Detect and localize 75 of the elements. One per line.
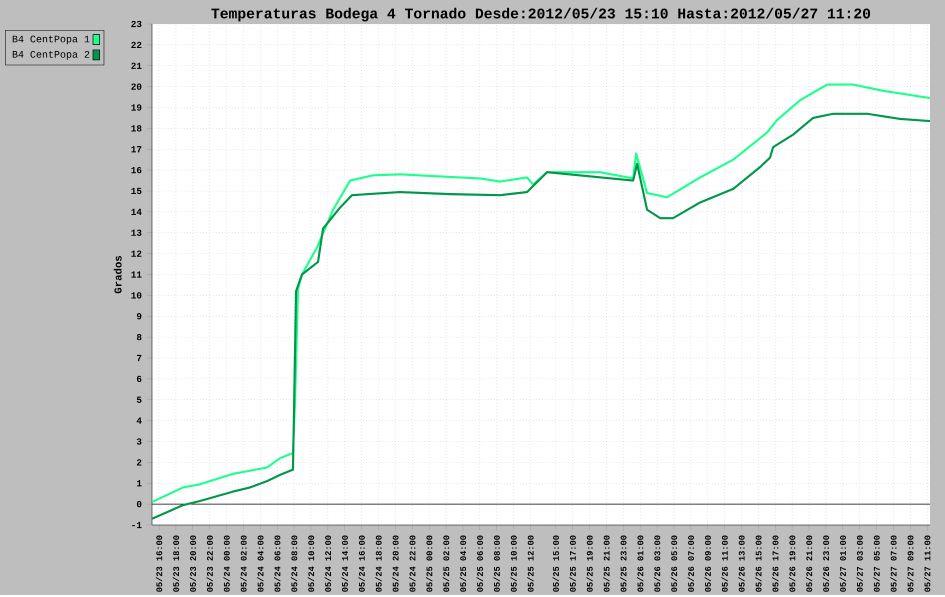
legend-label: B4 CentPopa 2 bbox=[12, 51, 90, 60]
x-tick-label: 05/24 14:00 bbox=[342, 536, 348, 592]
x-tick-label: 05/26 15:00 bbox=[755, 536, 762, 592]
y-tick-label: 23 bbox=[131, 20, 142, 28]
y-tick-label: -1 bbox=[132, 522, 142, 528]
x-tick-label: 05/26 09:00 bbox=[704, 536, 711, 592]
y-tick-label: 9 bbox=[136, 313, 142, 320]
x-tick-label: 05/24 00:00 bbox=[223, 536, 230, 592]
x-tick-label: 05/26 11:00 bbox=[721, 536, 728, 592]
x-tick-label: 05/27 09:00 bbox=[907, 536, 914, 592]
x-tick-label: 05/26 05:00 bbox=[670, 536, 678, 592]
x-tick-label: 05/24 18:00 bbox=[375, 536, 382, 592]
y-tick-label: 6 bbox=[136, 376, 142, 382]
x-tick-label: 05/26 13:00 bbox=[738, 536, 745, 592]
y-tick-label: 2 bbox=[136, 459, 142, 466]
y-tick-label: 5 bbox=[136, 396, 142, 404]
x-tick-label: 05/26 19:00 bbox=[788, 536, 796, 592]
x-tick-label: 05/24 16:00 bbox=[358, 536, 365, 592]
x-tick-label: 05/25 19:00 bbox=[586, 536, 593, 592]
x-tick-label: 05/26 07:00 bbox=[688, 536, 694, 592]
x-tick-label: 05/25 08:00 bbox=[494, 536, 500, 592]
y-tick-label: 19 bbox=[131, 104, 142, 111]
x-tick-label: 05/25 21:00 bbox=[603, 536, 610, 592]
x-tick-label: 05/25 15:00 bbox=[552, 536, 559, 592]
x-tick-label: 05/26 01:00 bbox=[637, 536, 644, 592]
y-tick-label: 12 bbox=[131, 250, 142, 257]
x-tick-label: 05/24 12:00 bbox=[324, 536, 332, 592]
x-tick-label: 05/24 20:00 bbox=[392, 536, 399, 592]
x-tick-label: 05/23 20:00 bbox=[190, 536, 196, 592]
x-tick-label: 05/27 07:00 bbox=[890, 536, 897, 592]
y-tick-label: 22 bbox=[131, 42, 142, 48]
y-tick-label: 18 bbox=[131, 125, 142, 132]
x-tick-label: 05/26 03:00 bbox=[654, 536, 660, 592]
x-tick-label: 05/26 23:00 bbox=[822, 536, 830, 592]
y-axis-title: Grados bbox=[114, 256, 122, 294]
chart-title: Temperaturas Bodega 4 Tornado Desde:2012/05/23 15:10 Hasta:2012/05/27 11:20 bbox=[211, 8, 870, 22]
x-tick-label: 05/25 10:00 bbox=[510, 536, 517, 592]
x-tick-label: 05/25 00:00 bbox=[426, 536, 432, 592]
y-tick-label: 3 bbox=[136, 438, 142, 445]
x-tick-label: 05/27 03:00 bbox=[856, 536, 863, 592]
x-tick-label: 05/26 21:00 bbox=[806, 536, 812, 592]
y-tick-label: 8 bbox=[136, 334, 142, 340]
y-tick-label: 21 bbox=[131, 62, 142, 70]
y-tick-label: 10 bbox=[131, 292, 142, 299]
x-tick-label: 05/27 05:00 bbox=[873, 536, 880, 592]
x-tick-label: 05/24 10:00 bbox=[308, 536, 314, 592]
x-tick-label: 05/23 18:00 bbox=[172, 536, 180, 592]
y-tick-label: 7 bbox=[136, 355, 142, 362]
x-tick-label: 05/23 16:00 bbox=[156, 536, 162, 592]
y-tick-label: 0 bbox=[136, 501, 142, 508]
y-tick-label: 4 bbox=[136, 418, 142, 424]
x-tick-label: 05/27 01:00 bbox=[840, 536, 846, 592]
x-tick-label: 05/24 02:00 bbox=[240, 536, 247, 592]
y-tick-label: 11 bbox=[131, 272, 142, 278]
x-tick-label: 05/23 22:00 bbox=[206, 536, 213, 592]
x-tick-label: 05/25 12:00 bbox=[527, 536, 534, 592]
x-tick-label: 05/24 08:00 bbox=[290, 536, 298, 592]
x-tick-label: 05/24 04:00 bbox=[257, 536, 264, 592]
x-tick-label: 05/24 22:00 bbox=[409, 536, 416, 592]
y-tick-label: 1 bbox=[136, 480, 142, 486]
x-tick-label: 05/25 23:00 bbox=[620, 536, 626, 592]
x-tick-label: 05/25 06:00 bbox=[476, 536, 483, 592]
y-tick-label: 17 bbox=[131, 146, 142, 152]
legend-label: B4 CentPopa 1 bbox=[12, 36, 90, 45]
x-tick-label: 05/24 06:00 bbox=[274, 536, 280, 592]
x-tick-label: 05/25 04:00 bbox=[460, 536, 466, 592]
y-tick-label: 15 bbox=[131, 188, 142, 194]
x-tick-label: 05/27 11:00 bbox=[924, 536, 930, 592]
x-tick-label: 05/25 02:00 bbox=[442, 536, 450, 592]
y-tick-label: 20 bbox=[131, 84, 142, 90]
x-tick-label: 05/25 17:00 bbox=[569, 536, 576, 592]
y-tick-label: 16 bbox=[131, 167, 142, 174]
x-tick-label: 05/26 17:00 bbox=[772, 536, 778, 592]
y-tick-label: 14 bbox=[131, 208, 142, 216]
y-tick-label: 13 bbox=[131, 230, 142, 236]
